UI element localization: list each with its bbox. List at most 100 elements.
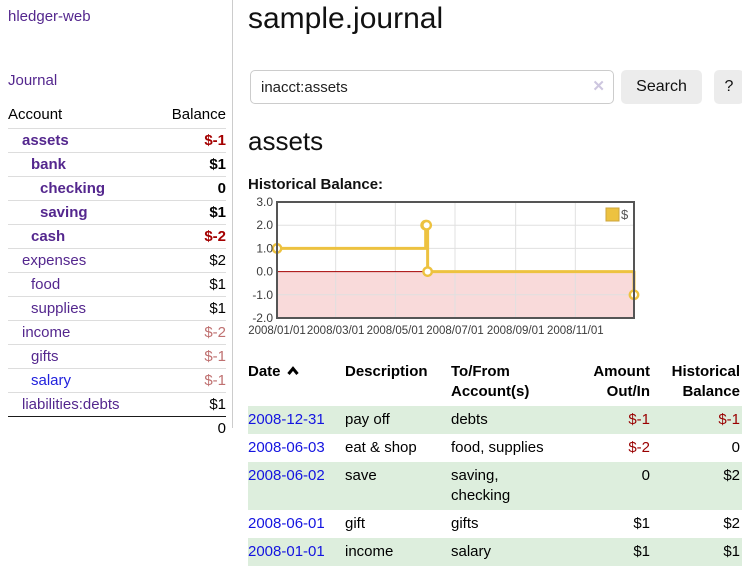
account-balance: $1 <box>154 152 226 177</box>
transaction-balance: 0 <box>731 439 740 456</box>
account-balance: $1 <box>154 392 226 417</box>
account-balance: $1 <box>154 296 226 321</box>
account-link[interactable]: gifts <box>31 348 59 365</box>
account-row: salary $-1 <box>8 368 226 393</box>
svg-text:$: $ <box>621 207 629 222</box>
svg-text:-2.0: -2.0 <box>252 311 273 325</box>
transaction-amount: $1 <box>633 515 650 532</box>
account-row: bank $1 <box>8 152 226 177</box>
account-link[interactable]: salary <box>31 372 72 389</box>
account-link[interactable]: food <box>31 276 61 293</box>
transaction-date-link[interactable]: 2008-01-01 <box>248 543 325 560</box>
account-link[interactable]: cash <box>31 228 66 245</box>
account-link[interactable]: expenses <box>22 252 87 269</box>
page-title: sample.journal <box>248 2 444 35</box>
svg-text:2008/07/01: 2008/07/01 <box>426 325 484 337</box>
svg-text:2008/03/01: 2008/03/01 <box>307 325 365 337</box>
transaction-accounts: gifts <box>451 515 479 532</box>
sort-ascending-icon <box>286 362 300 382</box>
transaction-description: pay off <box>345 411 390 428</box>
account-row: expenses $2 <box>8 248 226 273</box>
account-link[interactable]: income <box>22 324 71 341</box>
svg-text:-1.0: -1.0 <box>252 288 273 302</box>
transaction-date-link[interactable]: 2008-12-31 <box>248 411 325 428</box>
svg-text:2008/05/01: 2008/05/01 <box>367 325 425 337</box>
account-tree: Account Balance assets $-1 bank $1 checking 0… <box>8 103 226 440</box>
account-link[interactable]: liabilities:debts <box>22 396 120 413</box>
transaction-balance: $2 <box>723 515 740 532</box>
svg-text:0.0: 0.0 <box>256 265 273 279</box>
account-link[interactable]: assets <box>22 132 69 149</box>
balance-column-header-register: Historical Balance <box>671 363 740 400</box>
account-balance: $-1 <box>154 368 226 393</box>
transaction-balance: $1 <box>723 543 740 560</box>
svg-text:2008/09/01: 2008/09/01 <box>487 325 545 337</box>
account-link[interactable]: checking <box>40 180 106 197</box>
search-help-button[interactable]: ? <box>714 70 742 104</box>
search-button[interactable]: Search <box>621 70 702 104</box>
transaction-description: eat & shop <box>345 439 417 456</box>
register-header-row: Date Description To/From Account(s) Amou… <box>248 360 742 406</box>
svg-text:2.0: 2.0 <box>256 218 273 232</box>
app-brand-link[interactable]: hledger-web <box>8 8 91 25</box>
account-link[interactable]: saving <box>40 204 88 221</box>
account-row: cash $-2 <box>8 224 226 249</box>
transaction-balance: $2 <box>723 467 740 484</box>
account-balance: $-2 <box>154 224 226 249</box>
balance-column-header: Balance <box>171 106 226 123</box>
transaction-accounts: food, supplies <box>451 439 544 456</box>
svg-text:3.0: 3.0 <box>256 196 273 209</box>
account-column-header: Account <box>8 106 63 123</box>
date-column-header[interactable]: Date <box>248 360 345 406</box>
register-row: 2008-06-03 eat & shop food, supplies $-2 0 <box>248 434 742 462</box>
historical-balance-chart: $3.0 2.0 1.0 0.0 -1.0 -2.0 2008/01/01 2008/03/0… <box>248 195 644 344</box>
account-balance: $-2 <box>154 320 226 345</box>
svg-text:1.0: 1.0 <box>256 241 273 255</box>
transaction-amount: 0 <box>641 467 650 484</box>
account-tree-body: assets $-1 bank $1 checking 0 saving $1 cash $-2 e… <box>8 128 226 417</box>
search-input-wrap: ✕ <box>250 70 614 104</box>
account-balance: $2 <box>154 248 226 273</box>
chart-title-label: Historical Balance: <box>248 176 384 193</box>
transaction-accounts: salary <box>451 543 492 560</box>
account-balance: $-1 <box>154 344 226 369</box>
register-row: 2008-06-02 save saving, checking 0 $2 <box>248 462 742 510</box>
search-form: ✕ Search ? <box>250 70 742 104</box>
sidebar-item-journal[interactable]: Journal <box>8 72 58 89</box>
register-row: 2008-06-01 gift gifts $1 $2 <box>248 510 742 538</box>
account-row: gifts $-1 <box>8 344 226 369</box>
register-table: Date Description To/From Account(s) Amou… <box>248 360 742 566</box>
account-row: food $1 <box>8 272 226 297</box>
accounts-column-header: To/From Account(s) <box>451 363 530 400</box>
transaction-date-link[interactable]: 2008-06-03 <box>248 439 325 456</box>
account-row: income $-2 <box>8 320 226 345</box>
clear-search-icon[interactable]: ✕ <box>592 78 605 95</box>
account-tree-header: Account Balance <box>8 103 226 129</box>
account-balance: $1 <box>154 200 226 225</box>
account-balance: $-1 <box>154 128 226 153</box>
account-heading: assets <box>248 126 324 156</box>
account-total-row: 0 <box>8 416 226 440</box>
transaction-description: gift <box>345 515 366 532</box>
transaction-date-link[interactable]: 2008-06-01 <box>248 515 325 532</box>
transaction-amount: $-2 <box>628 439 650 456</box>
account-total-spacer <box>8 416 155 440</box>
account-total-value: 0 <box>154 416 226 440</box>
transaction-date-link[interactable]: 2008-06-02 <box>248 467 325 484</box>
account-row: liabilities:debts $1 <box>8 392 226 417</box>
account-balance: $1 <box>154 272 226 297</box>
account-link[interactable]: bank <box>31 156 67 173</box>
account-link[interactable]: supplies <box>31 300 87 317</box>
transaction-accounts: debts <box>451 411 488 428</box>
sidebar-divider <box>232 0 233 428</box>
transaction-balance: $-1 <box>718 411 740 428</box>
svg-text:2008/11/01: 2008/11/01 <box>547 325 604 337</box>
transaction-description: save <box>345 467 377 484</box>
main-content: sample.journal ✕ Search ? assets Histori… <box>248 0 742 582</box>
transaction-accounts: saving, checking <box>451 467 511 504</box>
transaction-amount: $-1 <box>628 411 650 428</box>
search-input[interactable] <box>250 70 614 104</box>
register-row: 2008-01-01 income salary $1 $1 <box>248 538 742 566</box>
account-row: checking 0 <box>8 176 226 201</box>
